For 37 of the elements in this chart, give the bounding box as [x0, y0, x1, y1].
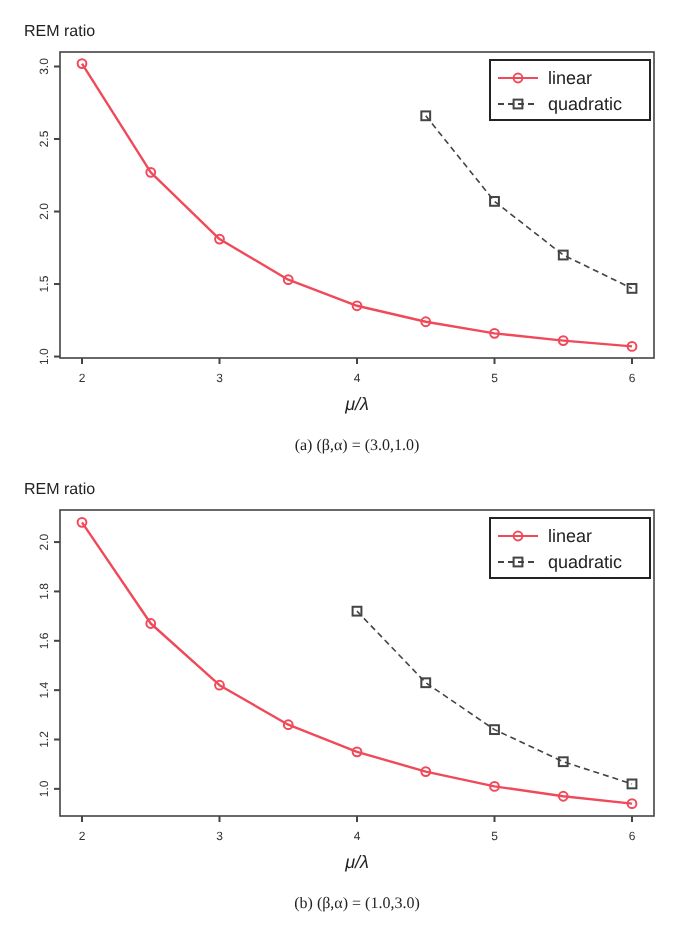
point [489, 724, 500, 736]
point [214, 233, 225, 245]
x-axis-title: μ/λ [343, 394, 369, 414]
point [489, 327, 500, 339]
point [282, 274, 294, 286]
point [76, 516, 88, 528]
y-axis-title: REM ratio [24, 480, 97, 498]
legend-label: quadratic [548, 94, 624, 114]
legend-label: linear [548, 526, 593, 546]
point [420, 316, 432, 328]
point [557, 249, 569, 261]
point [557, 790, 569, 802]
legend-label: quadratic [548, 552, 624, 572]
x-axis-title: μ/λ [343, 852, 369, 872]
y-axis-title: REM ratio [24, 22, 97, 40]
point [626, 778, 638, 790]
point [420, 677, 432, 689]
point [282, 719, 294, 731]
point [489, 780, 500, 792]
point [76, 58, 88, 69]
text: (b) (β,α) = (1.0,3.0) [294, 894, 421, 912]
point [351, 746, 363, 758]
text: (a) (β,α) = (3.0,1.0) [294, 436, 420, 454]
point [351, 605, 363, 617]
point [420, 110, 432, 122]
point [214, 679, 225, 691]
point [626, 341, 638, 352]
point [351, 300, 363, 312]
point [626, 282, 638, 294]
point [557, 335, 569, 346]
legend-label: linear [548, 68, 593, 88]
point [557, 756, 569, 768]
point [489, 195, 500, 207]
point [145, 166, 157, 178]
point [626, 798, 638, 810]
point [420, 766, 432, 777]
point [145, 618, 157, 629]
